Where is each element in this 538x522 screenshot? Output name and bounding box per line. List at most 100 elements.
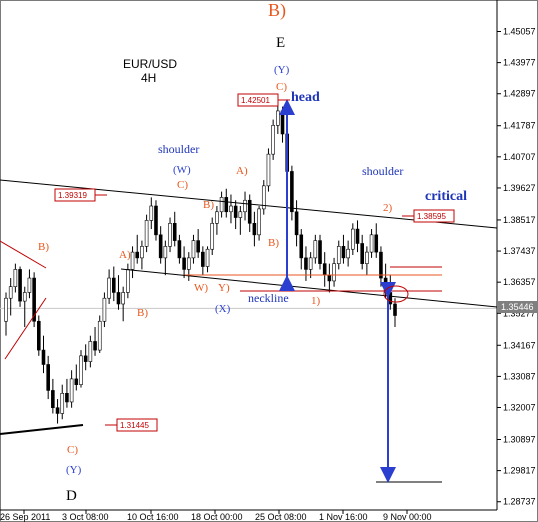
wave-label-b-head: B) xyxy=(268,237,279,249)
y-tick-label: 1.41787 xyxy=(503,121,536,131)
candle xyxy=(257,206,261,241)
candle xyxy=(247,194,252,232)
candle xyxy=(369,229,374,258)
candle xyxy=(149,197,154,230)
y-tick-label: 1.43977 xyxy=(503,58,536,68)
candle xyxy=(205,246,210,273)
candle xyxy=(18,266,22,307)
candle xyxy=(32,272,36,328)
x-tick-label: 26 Sep 2011 xyxy=(0,512,50,522)
price-marker-head: 1.42501 xyxy=(237,93,290,107)
candle xyxy=(121,286,125,322)
wave-label-two: 2) xyxy=(383,202,393,214)
annotation-head: head xyxy=(291,90,320,105)
candle xyxy=(360,234,364,270)
candle xyxy=(65,378,69,408)
wave-label-a-w: A) xyxy=(236,165,248,177)
candle xyxy=(46,355,50,400)
candle xyxy=(97,315,102,353)
candle xyxy=(37,315,41,356)
wave-label-x-paren: (X) xyxy=(215,303,231,315)
wave-label-main-e: E xyxy=(276,35,285,51)
svg-text:1.35446: 1.35446 xyxy=(501,302,534,312)
candle xyxy=(177,234,182,264)
wave-label-w-small: W) xyxy=(194,282,208,294)
candle xyxy=(8,278,13,316)
candle xyxy=(374,223,379,258)
candle xyxy=(224,188,229,218)
candle xyxy=(163,240,168,276)
candle xyxy=(22,286,27,328)
candle xyxy=(215,206,219,235)
candle xyxy=(346,240,350,267)
candle xyxy=(191,234,196,264)
candle xyxy=(27,269,32,299)
candle xyxy=(102,292,107,328)
chart-title: EUR/USD xyxy=(123,57,177,71)
candle xyxy=(299,229,304,270)
wave-label-y-bottom: (Y) xyxy=(66,464,82,476)
annotation-critical: critical xyxy=(425,189,467,204)
y-tick-label: 1.45057 xyxy=(503,26,536,36)
annotation-shoulder-right: shoulder xyxy=(362,164,403,178)
candle xyxy=(60,384,65,420)
y-tick-label: 1.28737 xyxy=(503,497,536,507)
candle xyxy=(243,191,247,221)
wave-label-b-left: B) xyxy=(137,307,148,319)
svg-text:1.39319: 1.39319 xyxy=(58,191,87,200)
x-tick-label: 1 Nov 16:00 xyxy=(319,512,368,522)
neckline-trendline xyxy=(120,268,498,308)
candle xyxy=(271,119,275,160)
x-tick-label: 25 Oct 08:00 xyxy=(255,512,307,522)
candle xyxy=(210,217,215,255)
candle xyxy=(336,240,341,270)
candle xyxy=(341,234,346,264)
price-marker-left-shoulder: 1.39319 xyxy=(54,188,107,202)
candle xyxy=(313,234,318,264)
current-price-tag: 1.35446 xyxy=(498,301,538,313)
y-tick-label: 1.38517 xyxy=(503,215,536,225)
candle xyxy=(332,257,336,287)
candle xyxy=(79,350,83,388)
candle xyxy=(238,206,243,235)
wave-label-a-left: A) xyxy=(119,249,131,261)
svg-text:1.38595: 1.38595 xyxy=(417,212,446,221)
annotation-shoulder-left: shoulder xyxy=(158,142,199,156)
y-tick-label: 1.36357 xyxy=(503,277,536,287)
candle xyxy=(308,252,313,279)
candle xyxy=(116,275,121,310)
candle xyxy=(111,266,116,302)
candle xyxy=(168,217,172,253)
chart-subtitle: 4H xyxy=(141,71,156,85)
candle xyxy=(355,220,360,253)
wave-label-w-paren: (W) xyxy=(173,164,191,176)
x-tick-label: 18 Oct 00:00 xyxy=(191,512,243,522)
candle xyxy=(233,200,238,230)
x-tick-label: 9 Nov 00:00 xyxy=(383,512,432,522)
candle xyxy=(351,223,355,255)
wave-label-c-w: C) xyxy=(177,179,188,191)
candle xyxy=(229,194,233,224)
y-tick-label: 1.35277 xyxy=(503,308,536,318)
wave-label-c-bottom: C) xyxy=(67,444,78,456)
candle xyxy=(158,226,163,264)
left-support-2 xyxy=(4,297,47,360)
wave-label-y-top: (Y) xyxy=(274,64,290,76)
candle xyxy=(294,200,299,247)
candle xyxy=(219,191,224,218)
left-support-1 xyxy=(0,240,47,269)
annotation-neckline: neckline xyxy=(248,291,289,305)
candle xyxy=(51,378,55,414)
candle xyxy=(69,370,74,408)
candle xyxy=(266,148,271,192)
x-tick-label: 3 Oct 08:00 xyxy=(62,512,109,522)
candle xyxy=(261,180,266,215)
svg-text:1.31445: 1.31445 xyxy=(120,421,149,430)
y-tick-label: 1.34167 xyxy=(503,340,536,350)
candle xyxy=(154,200,158,241)
candle xyxy=(93,327,97,356)
candle xyxy=(4,292,8,336)
y-tick-label: 1.40707 xyxy=(503,152,536,162)
candle xyxy=(130,246,135,279)
candle xyxy=(140,240,144,270)
